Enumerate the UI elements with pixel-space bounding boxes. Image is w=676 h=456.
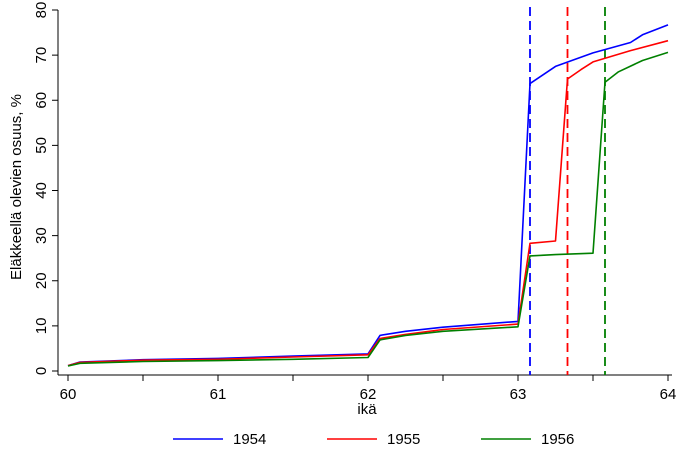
axes bbox=[57, 10, 672, 376]
y-tick-label: 50 bbox=[33, 137, 50, 154]
series-group bbox=[67, 24, 669, 367]
legend-label-1956: 1956 bbox=[541, 431, 574, 448]
y-tick-label: 40 bbox=[33, 182, 50, 199]
y-tick-label: 20 bbox=[33, 272, 50, 289]
y-ticks: 0 10 20 30 40 50 60 70 80 bbox=[33, 2, 58, 375]
threshold-lines bbox=[529, 7, 606, 375]
y-tick-label: 70 bbox=[33, 47, 50, 64]
x-tick-label: 61 bbox=[210, 386, 227, 403]
y-axis-title: Eläkkeellä olevien osuus, % bbox=[8, 94, 25, 280]
legend-label-1954: 1954 bbox=[233, 431, 266, 448]
y-tick-label: 10 bbox=[33, 318, 50, 335]
legend: 1954 1955 1956 bbox=[173, 431, 574, 448]
legend-label-1955: 1955 bbox=[387, 431, 420, 448]
x-tick-label: 63 bbox=[510, 386, 527, 403]
y-tick-label: 60 bbox=[33, 92, 50, 109]
x-ticks: 60 61 62 63 64 bbox=[60, 375, 676, 403]
x-tick-label: 64 bbox=[660, 386, 676, 403]
x-axis-title: ikä bbox=[357, 401, 377, 418]
x-tick-label: 60 bbox=[60, 386, 77, 403]
y-tick-label: 0 bbox=[33, 367, 50, 375]
series-line-1955 bbox=[67, 39, 669, 367]
y-tick-label: 30 bbox=[33, 227, 50, 244]
series-line-1956 bbox=[67, 51, 669, 367]
y-tick-label: 80 bbox=[33, 2, 50, 19]
series-line-1954 bbox=[67, 24, 669, 367]
x-tick-label: 62 bbox=[360, 386, 377, 403]
